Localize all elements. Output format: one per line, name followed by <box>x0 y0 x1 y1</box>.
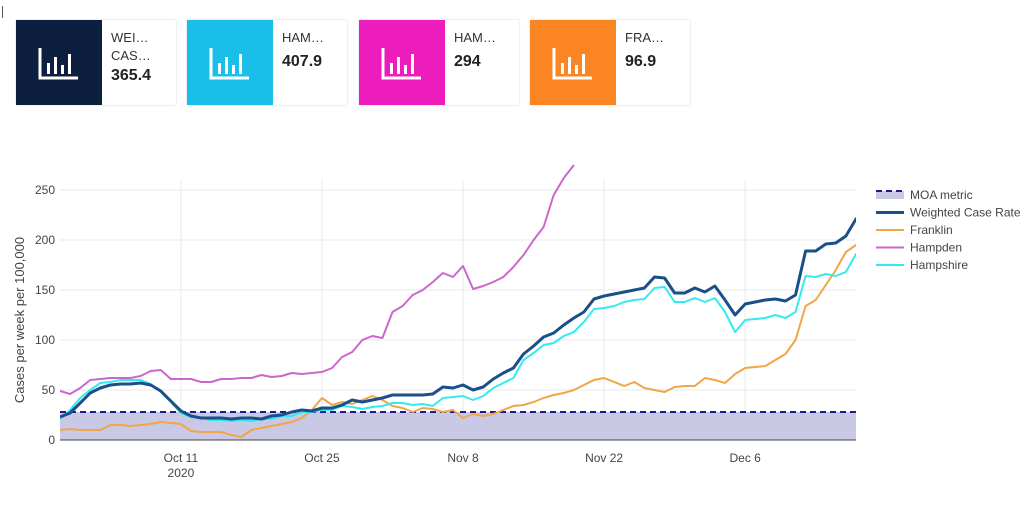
legend-label: Hampden <box>910 241 962 255</box>
card-body: WEI… CAS… 365.4 <box>102 20 176 105</box>
y-tick-label: 0 <box>48 433 55 447</box>
card-hampden[interactable]: HAM… 294 <box>359 20 519 105</box>
card-icon-box <box>16 20 102 105</box>
bar-chart-icon <box>209 47 249 79</box>
legend-label: Weighted Case Rate <box>910 206 1021 220</box>
series-line-weighted-case-rate <box>60 216 856 421</box>
card-body: HAM… 294 <box>445 20 519 105</box>
card-value: 294 <box>454 53 481 70</box>
y-tick-label: 150 <box>35 283 55 297</box>
card-value: 407.9 <box>282 53 323 70</box>
card-franklin[interactable]: FRA… 96.9 <box>530 20 690 105</box>
legend-label: Hampshire <box>910 258 968 272</box>
y-tick-label: 100 <box>35 333 55 347</box>
series-line-hampden <box>60 164 575 395</box>
card-value: 96.9 <box>625 53 657 70</box>
bar-chart-icon <box>38 47 78 79</box>
series-line-franklin <box>60 243 856 438</box>
legend-swatch-moa-band <box>876 191 904 199</box>
legend-label: MOA metric <box>910 188 973 202</box>
moa-metric-band <box>60 412 856 440</box>
text-cursor <box>2 6 3 18</box>
card-label: HAM… <box>454 30 496 45</box>
x-tick-year: 2020 <box>168 466 195 480</box>
card-weighted-case-rate[interactable]: WEI… CAS… 365.4 <box>16 20 176 105</box>
series-line-hampshire <box>60 252 856 422</box>
card-body: FRA… 96.9 <box>616 20 690 105</box>
y-tick-label: 50 <box>42 383 56 397</box>
x-tick-label: Dec 6 <box>729 451 761 465</box>
card-hampshire[interactable]: HAM… 407.9 <box>187 20 347 105</box>
x-tick-label: Nov 8 <box>447 451 479 465</box>
x-tick-label: Oct 25 <box>304 451 340 465</box>
card-icon-box <box>530 20 616 105</box>
legend-label: Franklin <box>910 223 953 237</box>
card-label: WEI… CAS… <box>111 30 151 63</box>
y-tick-label: 250 <box>35 183 55 197</box>
card-label: HAM… <box>282 30 324 45</box>
card-body: HAM… 407.9 <box>273 20 347 105</box>
y-axis-label: Cases per week per 100,000 <box>12 237 27 403</box>
card-icon-box <box>187 20 273 105</box>
card-icon-box <box>359 20 445 105</box>
x-tick-label: Nov 22 <box>585 451 623 465</box>
x-tick-label: Oct 11 <box>164 451 199 465</box>
bar-chart-icon <box>552 47 592 79</box>
card-value: 365.4 <box>111 67 152 84</box>
y-tick-label: 200 <box>35 233 55 247</box>
card-label: FRA… <box>625 30 664 45</box>
bar-chart-icon <box>381 47 421 79</box>
